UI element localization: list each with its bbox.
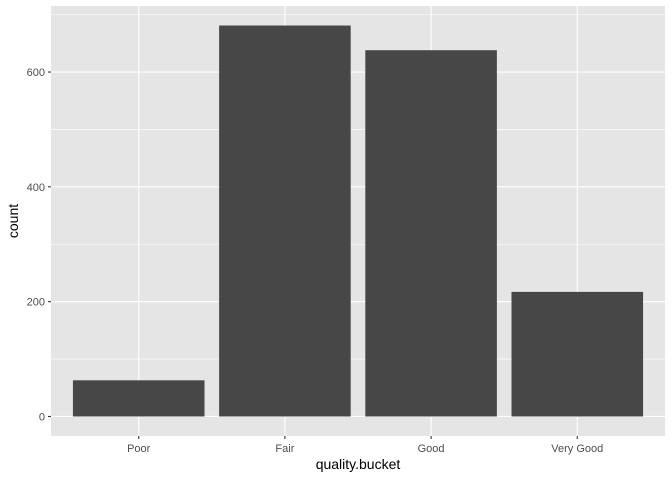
bar-fair bbox=[219, 25, 351, 417]
x-tick-label: Fair bbox=[275, 443, 294, 455]
y-axis-ticks: 0 200 400 600 bbox=[27, 67, 51, 423]
y-axis-title: count bbox=[5, 204, 21, 238]
x-axis-title: quality.bucket bbox=[316, 456, 401, 472]
bar-poor bbox=[72, 380, 205, 417]
bar-good bbox=[365, 50, 497, 417]
y-tick-label: 600 bbox=[27, 67, 45, 79]
x-tick-label: Poor bbox=[127, 443, 151, 455]
y-tick-label: 0 bbox=[39, 411, 45, 423]
y-tick-label: 200 bbox=[27, 297, 45, 309]
bars bbox=[72, 25, 644, 417]
x-axis-ticks: Poor Fair Good Very Good bbox=[127, 436, 603, 455]
x-tick-label: Good bbox=[418, 443, 445, 455]
y-tick-label: 400 bbox=[27, 182, 45, 194]
x-tick-label: Very Good bbox=[551, 443, 603, 455]
bar-very-good bbox=[511, 291, 644, 417]
